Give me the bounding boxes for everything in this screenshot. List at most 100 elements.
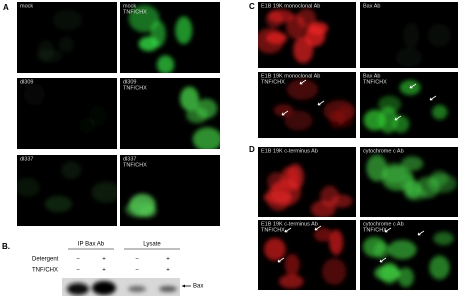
cell: [387, 239, 417, 260]
image-label: mock: [123, 3, 136, 9]
cells: [263, 163, 353, 217]
cell: [287, 163, 304, 191]
lane-sign: +: [166, 257, 170, 263]
image-label: E1B 19K monoclonal Ab: [261, 3, 320, 9]
cell: [175, 16, 193, 45]
micrograph: mock: [17, 2, 117, 73]
cell: [322, 258, 347, 285]
cell: [265, 31, 288, 45]
lane-sign: −: [76, 257, 80, 263]
micrograph: E1B 19K c-terminus Ab: [258, 147, 356, 217]
micrograph: dl309: [17, 78, 117, 149]
cell: [313, 227, 333, 242]
cell: [91, 181, 117, 203]
micrograph: dl337: [17, 155, 117, 226]
cell: [186, 106, 209, 124]
lane-sign: +: [166, 268, 170, 274]
image-label: E1B 19K c-terminus Ab: [261, 221, 318, 227]
cell: [363, 109, 386, 131]
cell: [278, 274, 304, 289]
panel-label: A: [3, 3, 9, 12]
cells: [124, 193, 157, 218]
lane-sign: −: [135, 257, 139, 263]
image-label: TNF/CHX: [123, 162, 147, 168]
panel-label: D: [249, 145, 255, 154]
cells: [263, 227, 347, 289]
blot-bands: [67, 281, 177, 295]
image-label: cytochrome c Ab: [363, 148, 404, 154]
image-label: dl337: [20, 156, 33, 162]
pointer-arrow: [317, 100, 325, 106]
micrograph: Bax Ab: [360, 2, 458, 68]
pointer-arrow: [379, 257, 387, 263]
cells: [362, 231, 454, 288]
cell: [156, 55, 175, 73]
cell: [139, 205, 157, 218]
image-label: TNF/CHX: [261, 79, 285, 85]
cell: [263, 237, 286, 261]
image-label: TNF/CHX: [261, 227, 285, 233]
cell: [400, 156, 424, 171]
row-label: Detergent: [32, 257, 59, 263]
cells: [395, 22, 451, 68]
cell: [17, 177, 40, 197]
cell: [192, 127, 220, 149]
cell: [58, 36, 75, 53]
pointer-arrow: [281, 110, 289, 116]
cells: [17, 161, 117, 213]
lane-sign: −: [76, 268, 80, 274]
cells: [363, 80, 448, 134]
pointer-arrow: [429, 95, 437, 101]
pointer-arrow: [384, 227, 392, 233]
pointer-arrow: [284, 227, 292, 233]
cell: [431, 104, 448, 120]
cell: [310, 200, 336, 217]
cell: [395, 48, 423, 68]
pointer-arrow: [277, 257, 285, 263]
cell: [286, 14, 306, 39]
cell: [128, 4, 160, 33]
cells: [23, 82, 107, 134]
cell: [427, 23, 451, 47]
image-label: dl309: [20, 79, 33, 85]
pointer-arrow: [409, 83, 417, 89]
cell: [403, 22, 420, 49]
cell: [52, 9, 83, 31]
cells: [36, 9, 83, 63]
cell: [433, 231, 454, 246]
image-label: cytochrome c Ab: [363, 221, 404, 227]
lane-sign: +: [102, 257, 106, 263]
image-label: TNF/CHX: [123, 9, 147, 15]
cell: [382, 162, 406, 184]
cell: [284, 110, 313, 131]
band-label: Bax: [193, 284, 203, 290]
image-label: TNF/CHX: [123, 85, 147, 91]
cell: [329, 229, 344, 256]
cells: [366, 154, 457, 201]
group-label: Lysate: [143, 242, 161, 248]
image-label: E1B 19K monoclonal Ab: [261, 73, 320, 79]
image-label: E1B 19K c-terminus Ab: [261, 148, 318, 154]
cell: [336, 104, 354, 128]
cell: [373, 241, 390, 260]
panel-label: B.: [2, 242, 10, 251]
micrograph: E1B 19K monoclonal Ab: [258, 2, 356, 68]
cell: [400, 172, 416, 195]
cell: [37, 39, 55, 61]
cells: [180, 86, 220, 149]
pointer-arrow: [314, 225, 322, 231]
lane-sign: +: [102, 268, 106, 274]
image-label: TNF/CHX: [363, 79, 387, 85]
cell: [23, 82, 45, 106]
lane-sign: −: [135, 268, 139, 274]
cell: [392, 115, 410, 133]
cell: [79, 117, 96, 134]
cell: [266, 183, 291, 211]
cell: [366, 154, 388, 182]
pointer-arrow: [299, 79, 307, 85]
cell: [284, 253, 300, 276]
cell: [304, 25, 326, 47]
